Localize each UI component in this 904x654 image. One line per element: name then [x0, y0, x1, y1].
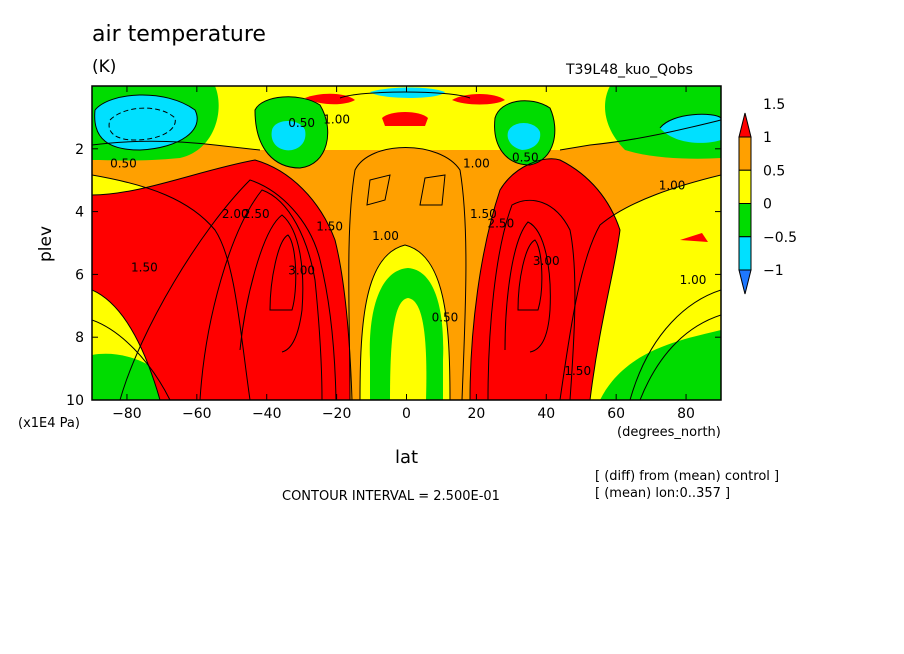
contour-interval: CONTOUR INTERVAL = 2.500E-01 [282, 489, 500, 504]
contour-line [269, 234, 297, 311]
fill-cyan-right [660, 114, 721, 143]
contour-lines [92, 91, 721, 400]
chart-title: air temperature [92, 22, 266, 47]
contour-line [339, 91, 471, 99]
fill-green-bottom-right [600, 330, 721, 400]
fill-cyan-mid-right [507, 123, 541, 150]
fill-red-top-strip-left [305, 93, 355, 105]
contour-label: 0.50 [512, 150, 539, 164]
contour-fills [92, 86, 721, 400]
contour-line [629, 289, 721, 400]
y-axis-ticks: 2 4 6 8 10 [66, 142, 721, 409]
fill-red-top-center [382, 112, 428, 126]
contour-line [366, 174, 391, 206]
contour-label: 1.50 [564, 364, 591, 378]
contour-line [92, 174, 251, 400]
x-tick-label: −40 [252, 406, 282, 422]
contour-line [119, 179, 337, 400]
colorbar-swatch [738, 236, 752, 271]
contour-label: 2.50 [243, 207, 270, 221]
x-tick-label: 80 [677, 406, 695, 422]
contour-label: 1.00 [659, 179, 686, 193]
y-axis-unit: (x1E4 Pa) [18, 416, 80, 431]
contour-line [348, 147, 467, 400]
x-tick-label: 60 [607, 406, 625, 422]
contour-line [559, 119, 721, 151]
fill-cyan-mid-left [271, 121, 306, 151]
colorbar-label: 0 [763, 197, 772, 213]
contour-label: 1.50 [470, 207, 497, 221]
contour-line [559, 174, 721, 400]
contour-label: 1.00 [323, 113, 350, 127]
diff-note: [ (diff) from (mean) control ] [595, 469, 780, 484]
x-axis-label: lat [395, 447, 419, 468]
contour-line [199, 189, 323, 400]
colorbar: −1 −0.5 0 0.5 1 1.5 [738, 97, 797, 295]
contour-line [94, 94, 198, 151]
contour-line [254, 96, 329, 169]
fill-red-right-dot [680, 233, 708, 242]
contour-label: 2.50 [487, 216, 514, 230]
contour-line [639, 314, 721, 400]
colorbar-swatch [738, 136, 752, 171]
colorbar-swatch [738, 269, 752, 295]
colorbar-swatch [738, 169, 752, 204]
contour-label: 1.00 [680, 273, 707, 287]
contour-line [92, 289, 161, 400]
contour-line [517, 239, 543, 311]
colorbar-swatch [738, 203, 752, 238]
colorbar-label: 1.5 [763, 97, 785, 113]
mean-note: [ (mean) lon:0..357 ] [595, 486, 731, 501]
contour-line [108, 107, 176, 141]
contour-label: 0.50 [110, 157, 137, 171]
contour-line [469, 158, 621, 400]
y-tick-label: 6 [75, 267, 84, 283]
contour-line [92, 159, 353, 400]
contour-label: 0.50 [432, 311, 459, 325]
colorbar-swatch [738, 112, 752, 138]
x-tick-label: −60 [182, 406, 212, 422]
y-tick-label: 10 [66, 393, 84, 409]
contour-label: 1.50 [131, 260, 158, 274]
contour-label: 3.00 [533, 254, 560, 268]
colorbar-label: 0.5 [763, 163, 785, 179]
contour-line [487, 199, 576, 400]
fill-yellow-center-core [390, 298, 427, 400]
chart-units: (K) [92, 57, 117, 77]
x-tick-label: 0 [402, 406, 411, 422]
run-label: T39L48_kuo_Qobs [566, 62, 693, 78]
contour-labels: 0.500.50 1.001.00 0.501.002.002.501.501.00… [110, 113, 706, 378]
x-tick-label: −20 [322, 406, 352, 422]
fill-cyan-top-center [370, 87, 445, 98]
contour-label: 1.00 [463, 157, 490, 171]
colorbar-label: −1 [763, 263, 784, 279]
x-tick-label: 40 [537, 406, 555, 422]
y-tick-label: 8 [75, 330, 84, 346]
contour-label: 0.50 [288, 116, 315, 130]
contour-label: 3.00 [288, 263, 315, 277]
contour-line [239, 214, 304, 353]
contour-line [359, 244, 451, 400]
contour-label: 1.00 [372, 229, 399, 243]
y-tick-label: 4 [75, 205, 84, 221]
contour-label: 1.50 [316, 219, 343, 233]
colorbar-label: −0.5 [763, 230, 797, 246]
contour-line [92, 319, 171, 400]
fill-cyan-left [94, 94, 198, 150]
contour-label: 2.00 [222, 207, 249, 221]
y-tick-label: 2 [75, 142, 84, 158]
contour-line [504, 221, 551, 353]
colorbar-label: 1 [763, 130, 772, 146]
x-tick-label: 20 [467, 406, 485, 422]
contour-line [494, 100, 556, 166]
contour-line [92, 140, 261, 151]
x-axis-ticks: −80 −60 −40 −20 0 20 40 60 80 [112, 86, 695, 422]
contour-line [419, 174, 446, 206]
contour-line [659, 113, 721, 129]
x-tick-label: −80 [112, 406, 142, 422]
x-axis-unit: (degrees_north) [617, 425, 721, 440]
